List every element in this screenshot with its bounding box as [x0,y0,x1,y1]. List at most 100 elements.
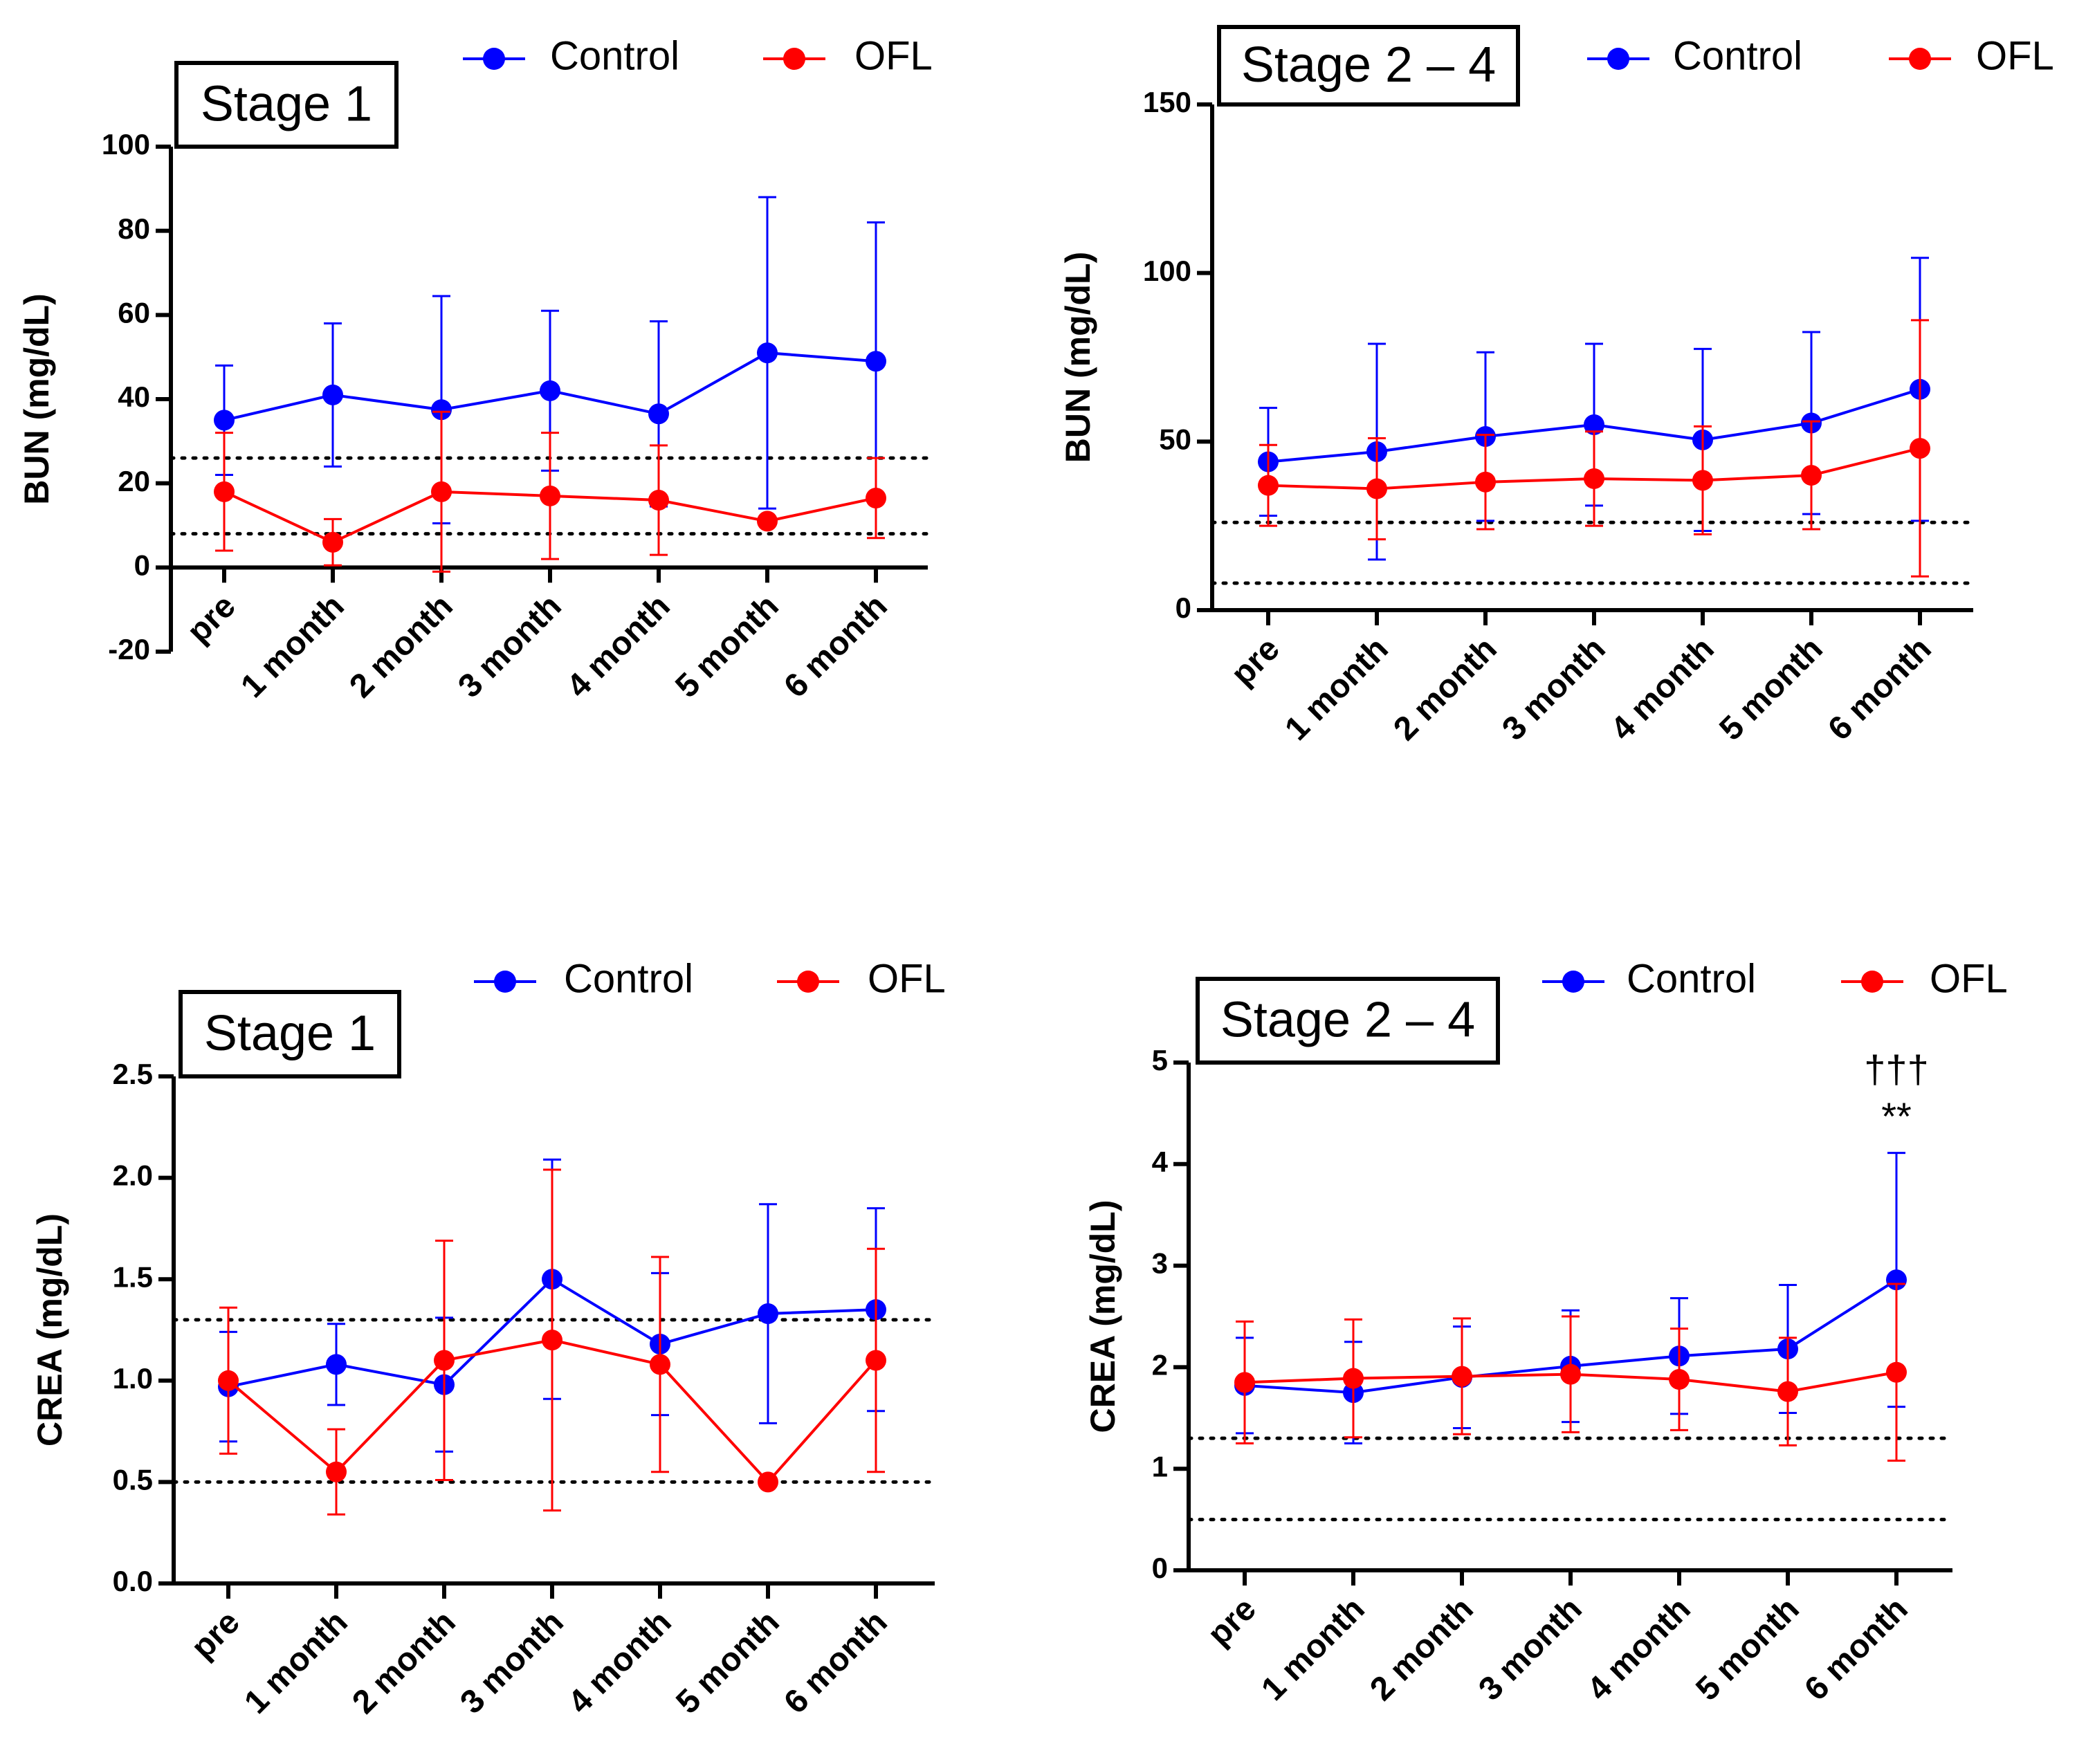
annotation: ††† [1864,1047,1928,1091]
legend-marker [483,48,505,70]
data-point [1560,1363,1581,1385]
data-point [540,380,560,401]
y-tick-label: 50 [1159,423,1191,455]
data-point [214,410,235,431]
y-tick-label: 4 [1152,1146,1169,1178]
x-tick-label: 2 month [1363,1590,1480,1707]
data-point [1584,414,1604,435]
data-point [1475,471,1496,493]
x-tick-label: pre [1224,630,1286,692]
y-tick-label: 150 [1143,86,1191,118]
y-tick-label: 0.5 [113,1463,153,1496]
legend-marker [1607,48,1629,70]
legend-label: OFL [854,33,933,78]
data-point [218,1370,239,1391]
data-point [758,1303,778,1325]
legend-marker [1562,971,1584,993]
title-box [1196,977,1500,1065]
y-tick-label: 3 [1152,1247,1168,1280]
data-point [1669,1369,1690,1390]
x-tick-label: pre [1200,1590,1263,1653]
x-tick-label: 5 month [668,588,785,705]
legend-marker [797,971,819,993]
y-tick-label: 1.5 [113,1260,153,1293]
data-point [757,342,778,364]
y-axis-label: CREA (mg/dL) [30,1213,69,1446]
y-tick-label: 0 [134,549,150,581]
data-point [1801,465,1822,486]
data-point [542,1330,562,1351]
x-tick-label: 1 month [1254,1590,1371,1707]
annotation: ** [1881,1094,1912,1138]
legend-marker [494,971,516,993]
x-tick-label: 6 month [1821,630,1938,747]
x-tick-label: 3 month [453,1604,570,1720]
x-tick-label: 1 month [234,588,351,705]
x-tick-label: 6 month [1797,1590,1914,1707]
y-axis-label: BUN (mg/dL) [17,293,56,505]
legend-label: Control [1673,33,1802,78]
data-point [757,511,778,532]
legend-marker [1861,971,1883,993]
chart-title: Stage 1 [204,1006,376,1061]
x-tick-label: 4 month [560,588,677,705]
y-tick-label: 60 [118,296,150,329]
data-point [1692,470,1713,491]
x-tick-label: 4 month [1604,630,1721,747]
x-tick-label: pre [180,588,242,650]
data-point [1886,1269,1907,1291]
data-point [1258,475,1279,496]
y-tick-label: 100 [1143,255,1191,287]
x-tick-label: 6 month [777,588,894,705]
title-box [1217,25,1520,107]
x-tick-label: 4 month [561,1604,678,1720]
data-point [650,1354,670,1375]
y-tick-label: 80 [118,212,150,245]
x-tick-label: 2 month [1387,630,1503,747]
data-point [758,1471,778,1493]
x-tick-label: 2 month [342,588,459,705]
y-tick-label: 2.0 [113,1159,153,1192]
legend-marker [1909,48,1931,70]
data-point [1886,1361,1907,1383]
title-box [174,61,399,149]
legend-marker [783,48,805,70]
chart-title: Stage 1 [201,77,372,132]
y-tick-label: 20 [118,465,150,497]
y-tick-label: 0 [1175,591,1191,624]
data-point [1777,1381,1798,1402]
x-tick-label: 1 month [1278,630,1395,747]
x-tick-label: pre [184,1604,246,1666]
x-tick-label: 6 month [777,1604,894,1720]
y-tick-label: 2 [1152,1348,1168,1381]
chart-title: Stage 2 – 4 [1241,37,1496,93]
data-point [322,531,343,553]
data-point [431,399,452,421]
y-tick-label: 1 [1152,1450,1168,1482]
legend-label: Control [564,956,693,1001]
data-point [648,403,669,425]
data-point [866,351,886,372]
data-point [326,1354,347,1375]
data-point [434,1350,455,1371]
data-point [1910,438,1930,459]
data-point [1452,1366,1472,1387]
x-tick-label: 4 month [1580,1590,1697,1707]
x-tick-label: 1 month [237,1604,354,1720]
x-tick-label: 3 month [1495,630,1612,747]
data-point [866,487,886,508]
data-point [1234,1372,1255,1393]
y-tick-label: 2.5 [113,1058,153,1090]
y-tick-label: 1.0 [113,1362,153,1395]
x-tick-label: 2 month [345,1604,462,1720]
legend-label: Control [1627,956,1756,1001]
y-tick-label: 0 [1152,1552,1168,1584]
legend-label: Control [550,33,679,78]
x-tick-label: 5 month [1689,1590,1806,1707]
data-point [1343,1368,1364,1389]
